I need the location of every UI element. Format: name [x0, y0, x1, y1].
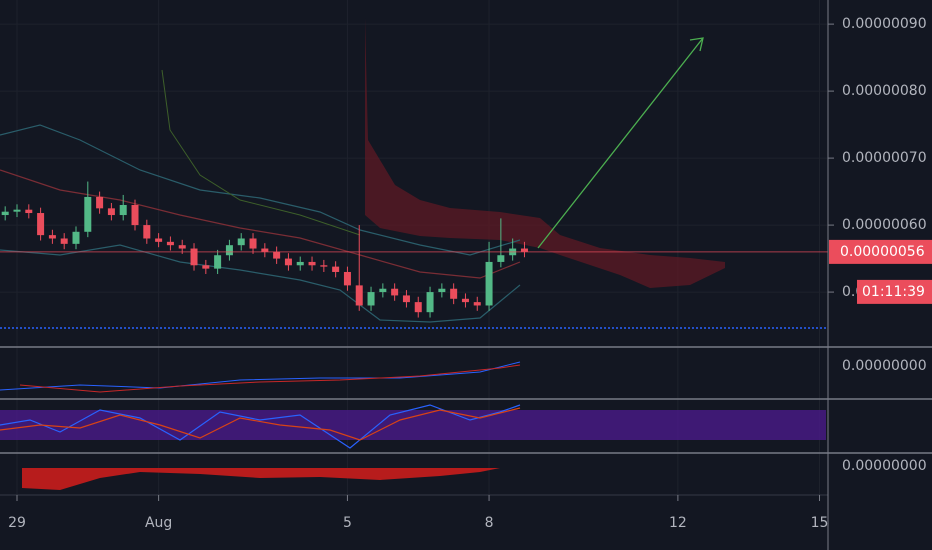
candle-body [367, 292, 375, 306]
candle-body [379, 288, 387, 293]
candle-body [320, 265, 328, 267]
candle-body [450, 288, 458, 299]
axes: 0.00000090 0.00000080 0.00000070 0.00000060… [8, 16, 932, 531]
candle-body [402, 295, 410, 303]
candle-body [497, 255, 505, 262]
candle-body [473, 302, 481, 306]
pane-label: 0.00000000 [842, 358, 927, 374]
indicator-line [0, 361, 521, 391]
candle-body [391, 288, 399, 296]
candle-body [96, 196, 104, 209]
last-price-tag [829, 239, 932, 264]
candle-body [190, 248, 198, 266]
macd-histogram [22, 468, 500, 490]
ichimoku-cloud [365, 18, 725, 288]
candle-body [84, 196, 92, 232]
countdown-tag [857, 279, 932, 304]
x-tick-label: 5 [343, 515, 352, 531]
candle-body [438, 288, 446, 293]
stochastic-d [0, 407, 521, 441]
y-tick-label: 0.00000060 [842, 217, 927, 233]
candle-body [155, 238, 163, 242]
candle-body [107, 208, 115, 216]
stochastic-band [0, 410, 826, 440]
candle-body [131, 204, 139, 226]
x-tick-label: 12 [669, 515, 687, 531]
candle-body [13, 209, 21, 212]
x-tick-label: 29 [8, 515, 26, 531]
candle-body [143, 225, 151, 239]
candle-body [355, 285, 363, 306]
candle-body [178, 245, 186, 249]
ichimoku-line [161, 69, 361, 236]
candle-body [273, 251, 281, 259]
y-tick-label: 0.00000090 [842, 16, 927, 32]
x-tick-label: 8 [485, 515, 494, 531]
candle-body [60, 238, 68, 244]
last-price-label: 0.00000056 [840, 244, 925, 260]
x-tick-label: Aug [145, 515, 172, 531]
pane-label: 0.00000000 [842, 458, 927, 474]
candle-body [48, 235, 56, 239]
candle-body [25, 209, 33, 214]
candle-body [1, 211, 9, 216]
candle-body [249, 238, 257, 249]
bollinger-lower [0, 244, 521, 323]
candle-body [214, 255, 222, 269]
candle-body [426, 292, 434, 313]
candle-body [485, 261, 493, 306]
candle-body [166, 241, 174, 246]
candle-body [414, 302, 422, 313]
candle-body [225, 245, 233, 256]
candle-body [296, 261, 304, 266]
candle-body [343, 271, 351, 286]
arrow-head [689, 37, 704, 52]
y-tick-label: 0.00000080 [842, 83, 927, 99]
candle-body [237, 238, 245, 246]
candle-body [119, 204, 127, 216]
candle-body [520, 248, 528, 252]
candle-body [202, 265, 210, 269]
indicator-line [19, 364, 521, 393]
candle-body [261, 248, 269, 252]
bollinger-upper [0, 124, 521, 256]
candle-body [37, 213, 45, 236]
price-series [0, 181, 828, 318]
y-tick-label: 0.00000070 [842, 150, 927, 166]
candle-body [461, 298, 469, 303]
arrow [537, 37, 704, 249]
candle-body [332, 266, 340, 272]
countdown-label: 01:11:39 [862, 284, 925, 300]
moving-average [0, 169, 521, 279]
candle-body [72, 231, 80, 244]
candle-body [308, 261, 316, 266]
stochastic-k [0, 404, 521, 449]
x-tick-label: 15 [811, 515, 829, 531]
candle-body [284, 258, 292, 266]
